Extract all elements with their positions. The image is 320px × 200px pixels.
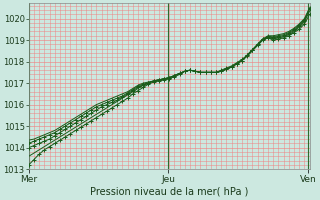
X-axis label: Pression niveau de la mer( hPa ): Pression niveau de la mer( hPa ) <box>90 187 248 197</box>
